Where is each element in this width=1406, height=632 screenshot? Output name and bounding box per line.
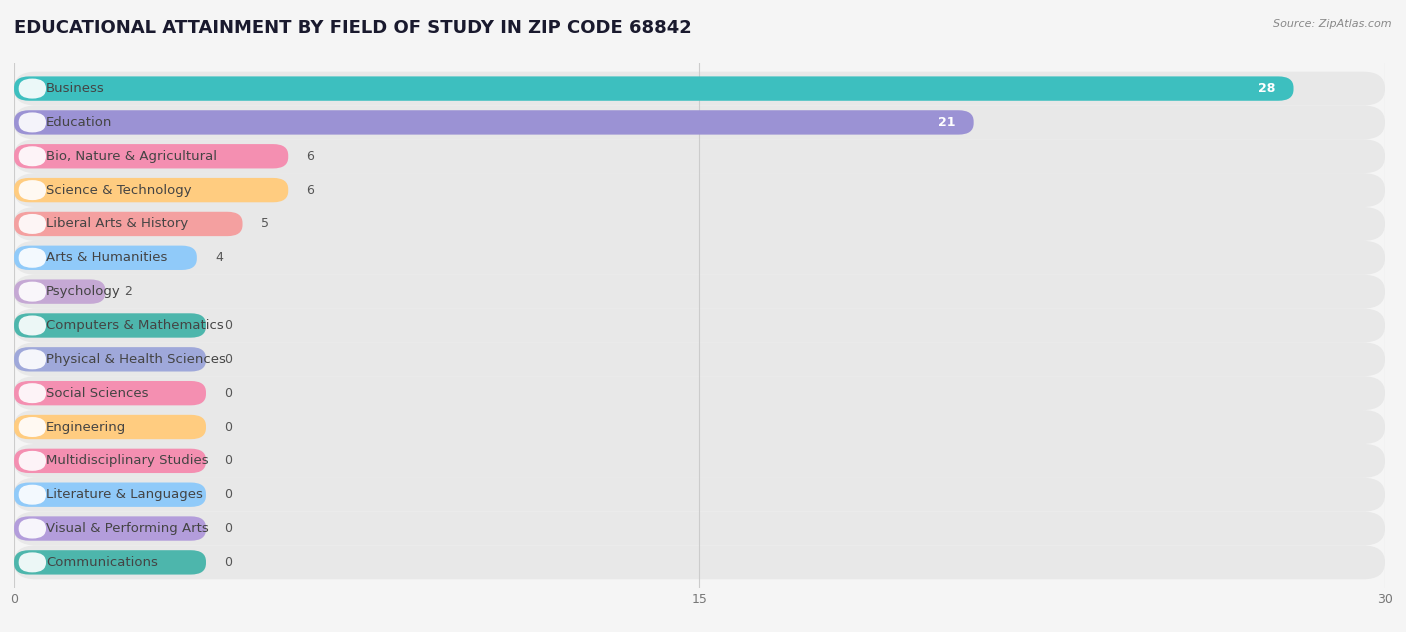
FancyBboxPatch shape [18, 485, 46, 505]
FancyBboxPatch shape [18, 214, 46, 234]
Text: 0: 0 [225, 488, 232, 501]
FancyBboxPatch shape [18, 146, 46, 166]
FancyBboxPatch shape [14, 343, 1385, 376]
FancyBboxPatch shape [14, 110, 974, 135]
FancyBboxPatch shape [18, 383, 46, 403]
FancyBboxPatch shape [18, 78, 46, 99]
Text: 0: 0 [225, 319, 232, 332]
Text: Literature & Languages: Literature & Languages [46, 488, 202, 501]
FancyBboxPatch shape [14, 207, 1385, 241]
Text: EDUCATIONAL ATTAINMENT BY FIELD OF STUDY IN ZIP CODE 68842: EDUCATIONAL ATTAINMENT BY FIELD OF STUDY… [14, 19, 692, 37]
FancyBboxPatch shape [18, 248, 46, 268]
FancyBboxPatch shape [14, 482, 207, 507]
FancyBboxPatch shape [14, 144, 288, 169]
FancyBboxPatch shape [14, 246, 197, 270]
Text: Social Sciences: Social Sciences [46, 387, 148, 399]
FancyBboxPatch shape [18, 349, 46, 369]
FancyBboxPatch shape [14, 545, 1385, 580]
FancyBboxPatch shape [14, 516, 207, 541]
Text: Source: ZipAtlas.com: Source: ZipAtlas.com [1274, 19, 1392, 29]
Text: 2: 2 [124, 285, 132, 298]
Text: 0: 0 [225, 353, 232, 366]
Text: Communications: Communications [46, 556, 157, 569]
FancyBboxPatch shape [14, 139, 1385, 173]
FancyBboxPatch shape [14, 410, 1385, 444]
FancyBboxPatch shape [14, 478, 1385, 512]
FancyBboxPatch shape [14, 415, 207, 439]
Text: 0: 0 [225, 420, 232, 434]
FancyBboxPatch shape [14, 308, 1385, 343]
Text: Education: Education [46, 116, 112, 129]
FancyBboxPatch shape [18, 180, 46, 200]
Text: 0: 0 [225, 556, 232, 569]
FancyBboxPatch shape [18, 451, 46, 471]
FancyBboxPatch shape [14, 76, 1294, 100]
FancyBboxPatch shape [14, 212, 243, 236]
Text: Arts & Humanities: Arts & Humanities [46, 252, 167, 264]
FancyBboxPatch shape [14, 550, 207, 574]
Text: 0: 0 [225, 387, 232, 399]
FancyBboxPatch shape [14, 106, 1385, 139]
FancyBboxPatch shape [14, 173, 1385, 207]
FancyBboxPatch shape [18, 315, 46, 336]
Text: Bio, Nature & Agricultural: Bio, Nature & Agricultural [46, 150, 217, 163]
FancyBboxPatch shape [18, 417, 46, 437]
Text: Multidisciplinary Studies: Multidisciplinary Studies [46, 454, 208, 467]
FancyBboxPatch shape [14, 381, 207, 405]
FancyBboxPatch shape [18, 112, 46, 133]
FancyBboxPatch shape [14, 178, 288, 202]
Text: 5: 5 [262, 217, 269, 231]
FancyBboxPatch shape [18, 552, 46, 573]
Text: 6: 6 [307, 184, 315, 197]
Text: Visual & Performing Arts: Visual & Performing Arts [46, 522, 208, 535]
Text: 6: 6 [307, 150, 315, 163]
Text: Liberal Arts & History: Liberal Arts & History [46, 217, 188, 231]
Text: Physical & Health Sciences: Physical & Health Sciences [46, 353, 226, 366]
Text: 28: 28 [1258, 82, 1275, 95]
Text: 0: 0 [225, 454, 232, 467]
Text: 21: 21 [938, 116, 956, 129]
Text: Psychology: Psychology [46, 285, 121, 298]
FancyBboxPatch shape [14, 313, 207, 337]
Text: Computers & Mathematics: Computers & Mathematics [46, 319, 224, 332]
FancyBboxPatch shape [14, 444, 1385, 478]
FancyBboxPatch shape [18, 282, 46, 301]
FancyBboxPatch shape [14, 449, 207, 473]
FancyBboxPatch shape [14, 279, 105, 304]
FancyBboxPatch shape [14, 376, 1385, 410]
FancyBboxPatch shape [14, 347, 207, 372]
Text: Engineering: Engineering [46, 420, 127, 434]
FancyBboxPatch shape [14, 275, 1385, 308]
FancyBboxPatch shape [14, 71, 1385, 106]
Text: Business: Business [46, 82, 104, 95]
FancyBboxPatch shape [14, 512, 1385, 545]
Text: Science & Technology: Science & Technology [46, 184, 191, 197]
FancyBboxPatch shape [14, 241, 1385, 275]
Text: 0: 0 [225, 522, 232, 535]
FancyBboxPatch shape [18, 518, 46, 538]
Text: 4: 4 [215, 252, 224, 264]
